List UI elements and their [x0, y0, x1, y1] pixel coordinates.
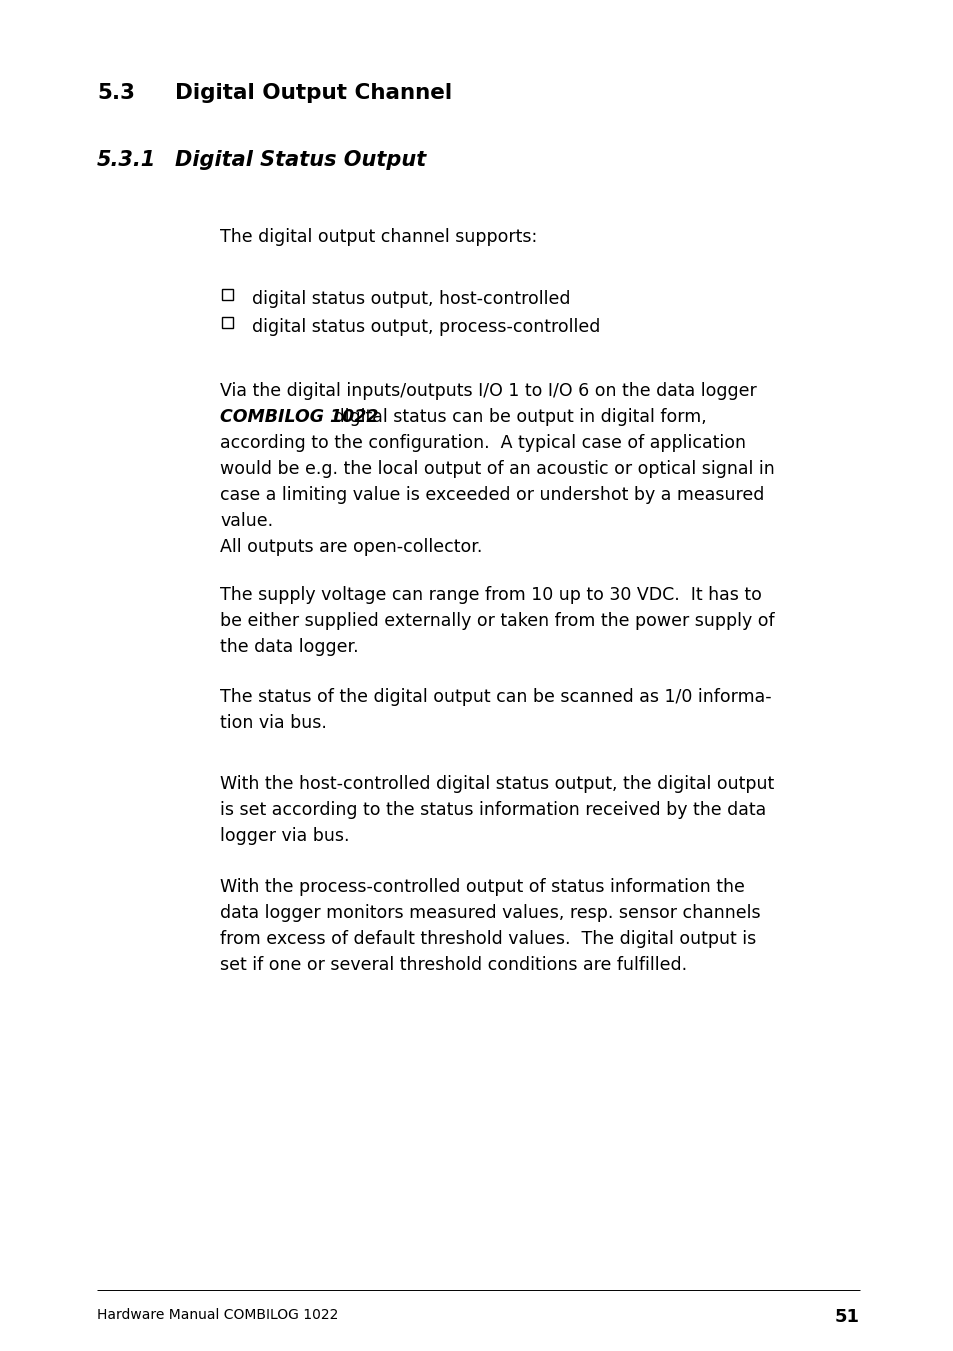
- Text: would be e.g. the local output of an acoustic or optical signal in: would be e.g. the local output of an aco…: [220, 459, 774, 478]
- Text: according to the configuration.  A typical case of application: according to the configuration. A typica…: [220, 434, 745, 453]
- Text: Hardware Manual COMBILOG 1022: Hardware Manual COMBILOG 1022: [97, 1308, 338, 1323]
- Text: digital status output, host-controlled: digital status output, host-controlled: [252, 290, 570, 308]
- Text: Digital Output Channel: Digital Output Channel: [174, 82, 452, 103]
- Text: logger via bus.: logger via bus.: [220, 827, 349, 844]
- Text: With the host-controlled digital status output, the digital output: With the host-controlled digital status …: [220, 775, 774, 793]
- Text: from excess of default threshold values.  The digital output is: from excess of default threshold values.…: [220, 929, 756, 948]
- Text: data logger monitors measured values, resp. sensor channels: data logger monitors measured values, re…: [220, 904, 760, 921]
- Text: is set according to the status information received by the data: is set according to the status informati…: [220, 801, 765, 819]
- Text: case a limiting value is exceeded or undershot by a measured: case a limiting value is exceeded or und…: [220, 486, 763, 504]
- Text: digital status can be output in digital form,: digital status can be output in digital …: [328, 408, 706, 426]
- Text: Digital Status Output: Digital Status Output: [174, 150, 426, 170]
- Bar: [222, 317, 233, 328]
- Text: The digital output channel supports:: The digital output channel supports:: [220, 228, 537, 246]
- Text: The status of the digital output can be scanned as 1/0 informa-: The status of the digital output can be …: [220, 688, 771, 707]
- Bar: [222, 289, 233, 300]
- Text: Via the digital inputs/outputs I/O 1 to I/O 6 on the data logger: Via the digital inputs/outputs I/O 1 to …: [220, 382, 756, 400]
- Text: set if one or several threshold conditions are fulfilled.: set if one or several threshold conditio…: [220, 957, 686, 974]
- Text: the data logger.: the data logger.: [220, 638, 358, 657]
- Text: value.: value.: [220, 512, 273, 530]
- Text: With the process-controlled output of status information the: With the process-controlled output of st…: [220, 878, 744, 896]
- Text: All outputs are open-collector.: All outputs are open-collector.: [220, 538, 482, 557]
- Text: The supply voltage can range from 10 up to 30 VDC.  It has to: The supply voltage can range from 10 up …: [220, 586, 761, 604]
- Text: 5.3.1: 5.3.1: [97, 150, 156, 170]
- Text: COMBILOG 1022: COMBILOG 1022: [220, 408, 378, 426]
- Text: 5.3: 5.3: [97, 82, 135, 103]
- Text: tion via bus.: tion via bus.: [220, 713, 327, 732]
- Text: digital status output, process-controlled: digital status output, process-controlle…: [252, 317, 599, 336]
- Text: be either supplied externally or taken from the power supply of: be either supplied externally or taken f…: [220, 612, 774, 630]
- Text: 51: 51: [834, 1308, 859, 1325]
